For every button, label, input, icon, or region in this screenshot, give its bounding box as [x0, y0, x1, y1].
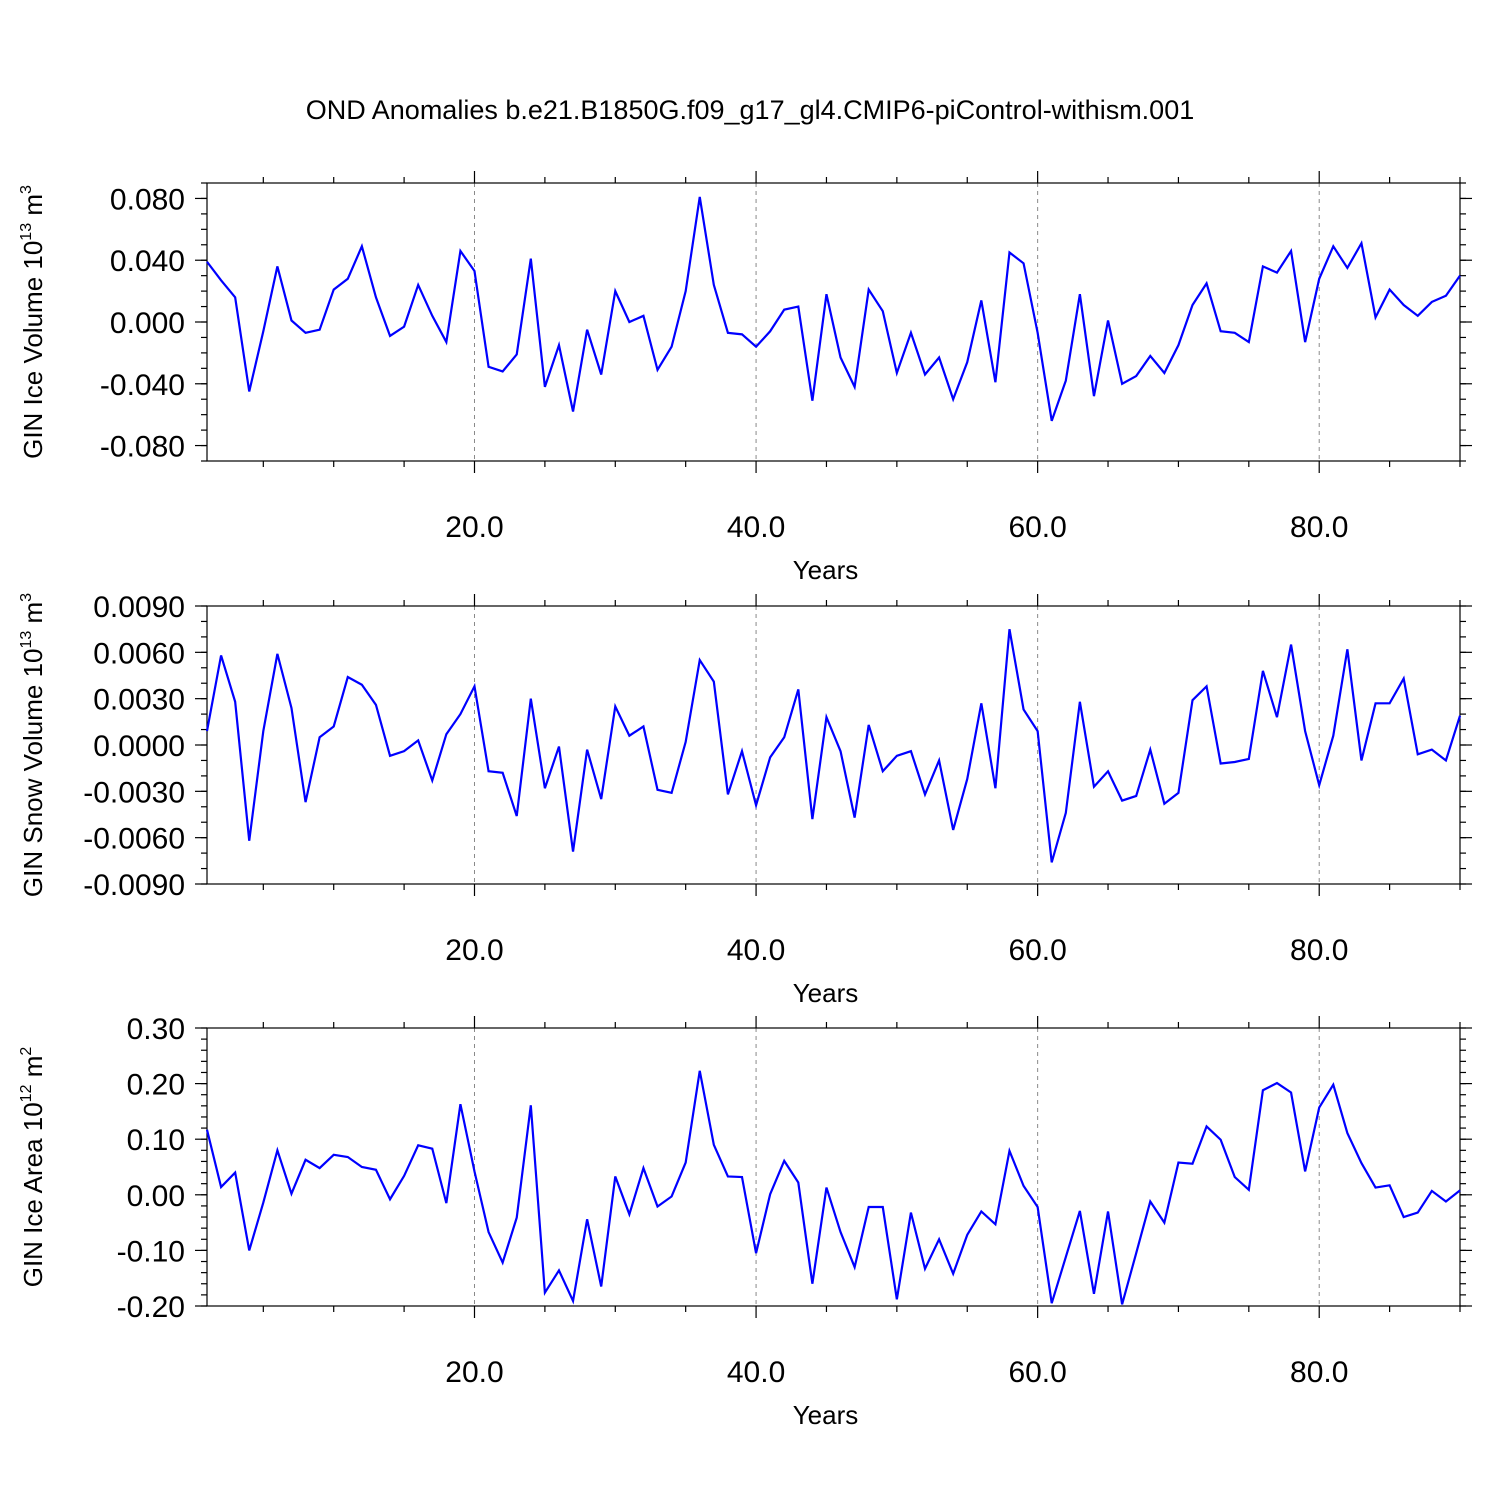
- x-tick-label: 20.0: [445, 934, 503, 967]
- x-tick-label: 60.0: [1008, 511, 1066, 544]
- series-line: [206, 196, 1461, 422]
- x-axis-title: Years: [793, 1400, 859, 1430]
- y-tick-label: 0.0090: [93, 591, 185, 624]
- y-tick-label: -0.0060: [83, 823, 185, 856]
- y-tick-label: -0.040: [100, 369, 185, 402]
- x-tick-label: 20.0: [445, 511, 503, 544]
- x-tick-label: 40.0: [727, 1356, 785, 1389]
- y-tick-label: -0.20: [117, 1291, 185, 1324]
- x-tick-label: 20.0: [445, 1356, 503, 1389]
- series-line: [205, 1070, 1461, 1305]
- y-tick-label: -0.080: [100, 431, 185, 464]
- y-axis-title: GIN Ice Area 1012 m2: [18, 1047, 48, 1288]
- y-tick-label: 0.040: [110, 245, 185, 278]
- series-line: [205, 628, 1462, 863]
- plot-frame: [206, 605, 1461, 885]
- y-tick-label: 0.0000: [93, 730, 185, 763]
- x-tick-label: 80.0: [1290, 1356, 1348, 1389]
- x-tick-label: 40.0: [727, 934, 785, 967]
- y-tick-label: 0.20: [127, 1069, 185, 1102]
- x-tick-label: 40.0: [727, 511, 785, 544]
- y-tick-label: 0.0060: [93, 637, 185, 670]
- y-tick-label: 0.0030: [93, 684, 185, 717]
- chart-panels: -0.080 -0.040 0.000 0.040 0.080 20.0 40.0 60.0 8…: [18, 171, 1472, 1430]
- chart-panel-1: -0.080 -0.040 0.000 0.040 0.080 20.0 40.0 60.0 8…: [18, 171, 1472, 585]
- chart-panel-3: -0.20 -0.10 0.00 0.10 0.20 0.30 20.0 40.0 60.0 80…: [18, 1013, 1472, 1430]
- y-tick-label: 0.00: [127, 1180, 185, 1213]
- x-axis-title: Years: [793, 978, 859, 1008]
- y-tick-label: -0.0090: [83, 869, 185, 902]
- y-axis-title: GIN Ice Volume 1013 m3: [18, 185, 48, 459]
- x-tick-label: 60.0: [1008, 1356, 1066, 1389]
- y-tick-label: -0.10: [117, 1235, 185, 1268]
- chart-panel-2: -0.0090 -0.0060 -0.0030 0.0000 0.0030 0.0060 0…: [18, 591, 1472, 1008]
- y-tick-label: 0.10: [127, 1124, 185, 1157]
- x-tick-label: 80.0: [1290, 934, 1348, 967]
- x-tick-label: 80.0: [1290, 511, 1348, 544]
- plot-frame: [206, 1027, 1461, 1307]
- chart-title: OND Anomalies b.e21.B1850G.f09_g17_gl4.C…: [306, 95, 1194, 125]
- y-tick-label: 0.000: [110, 307, 185, 340]
- y-tick-label: -0.0030: [83, 776, 185, 809]
- x-axis-title: Years: [793, 555, 859, 585]
- x-tick-label: 60.0: [1008, 934, 1066, 967]
- y-axis-title: GIN Snow Volume 1013 m3: [18, 593, 48, 897]
- y-tick-label: 0.30: [127, 1013, 185, 1046]
- y-tick-label: 0.080: [110, 183, 185, 216]
